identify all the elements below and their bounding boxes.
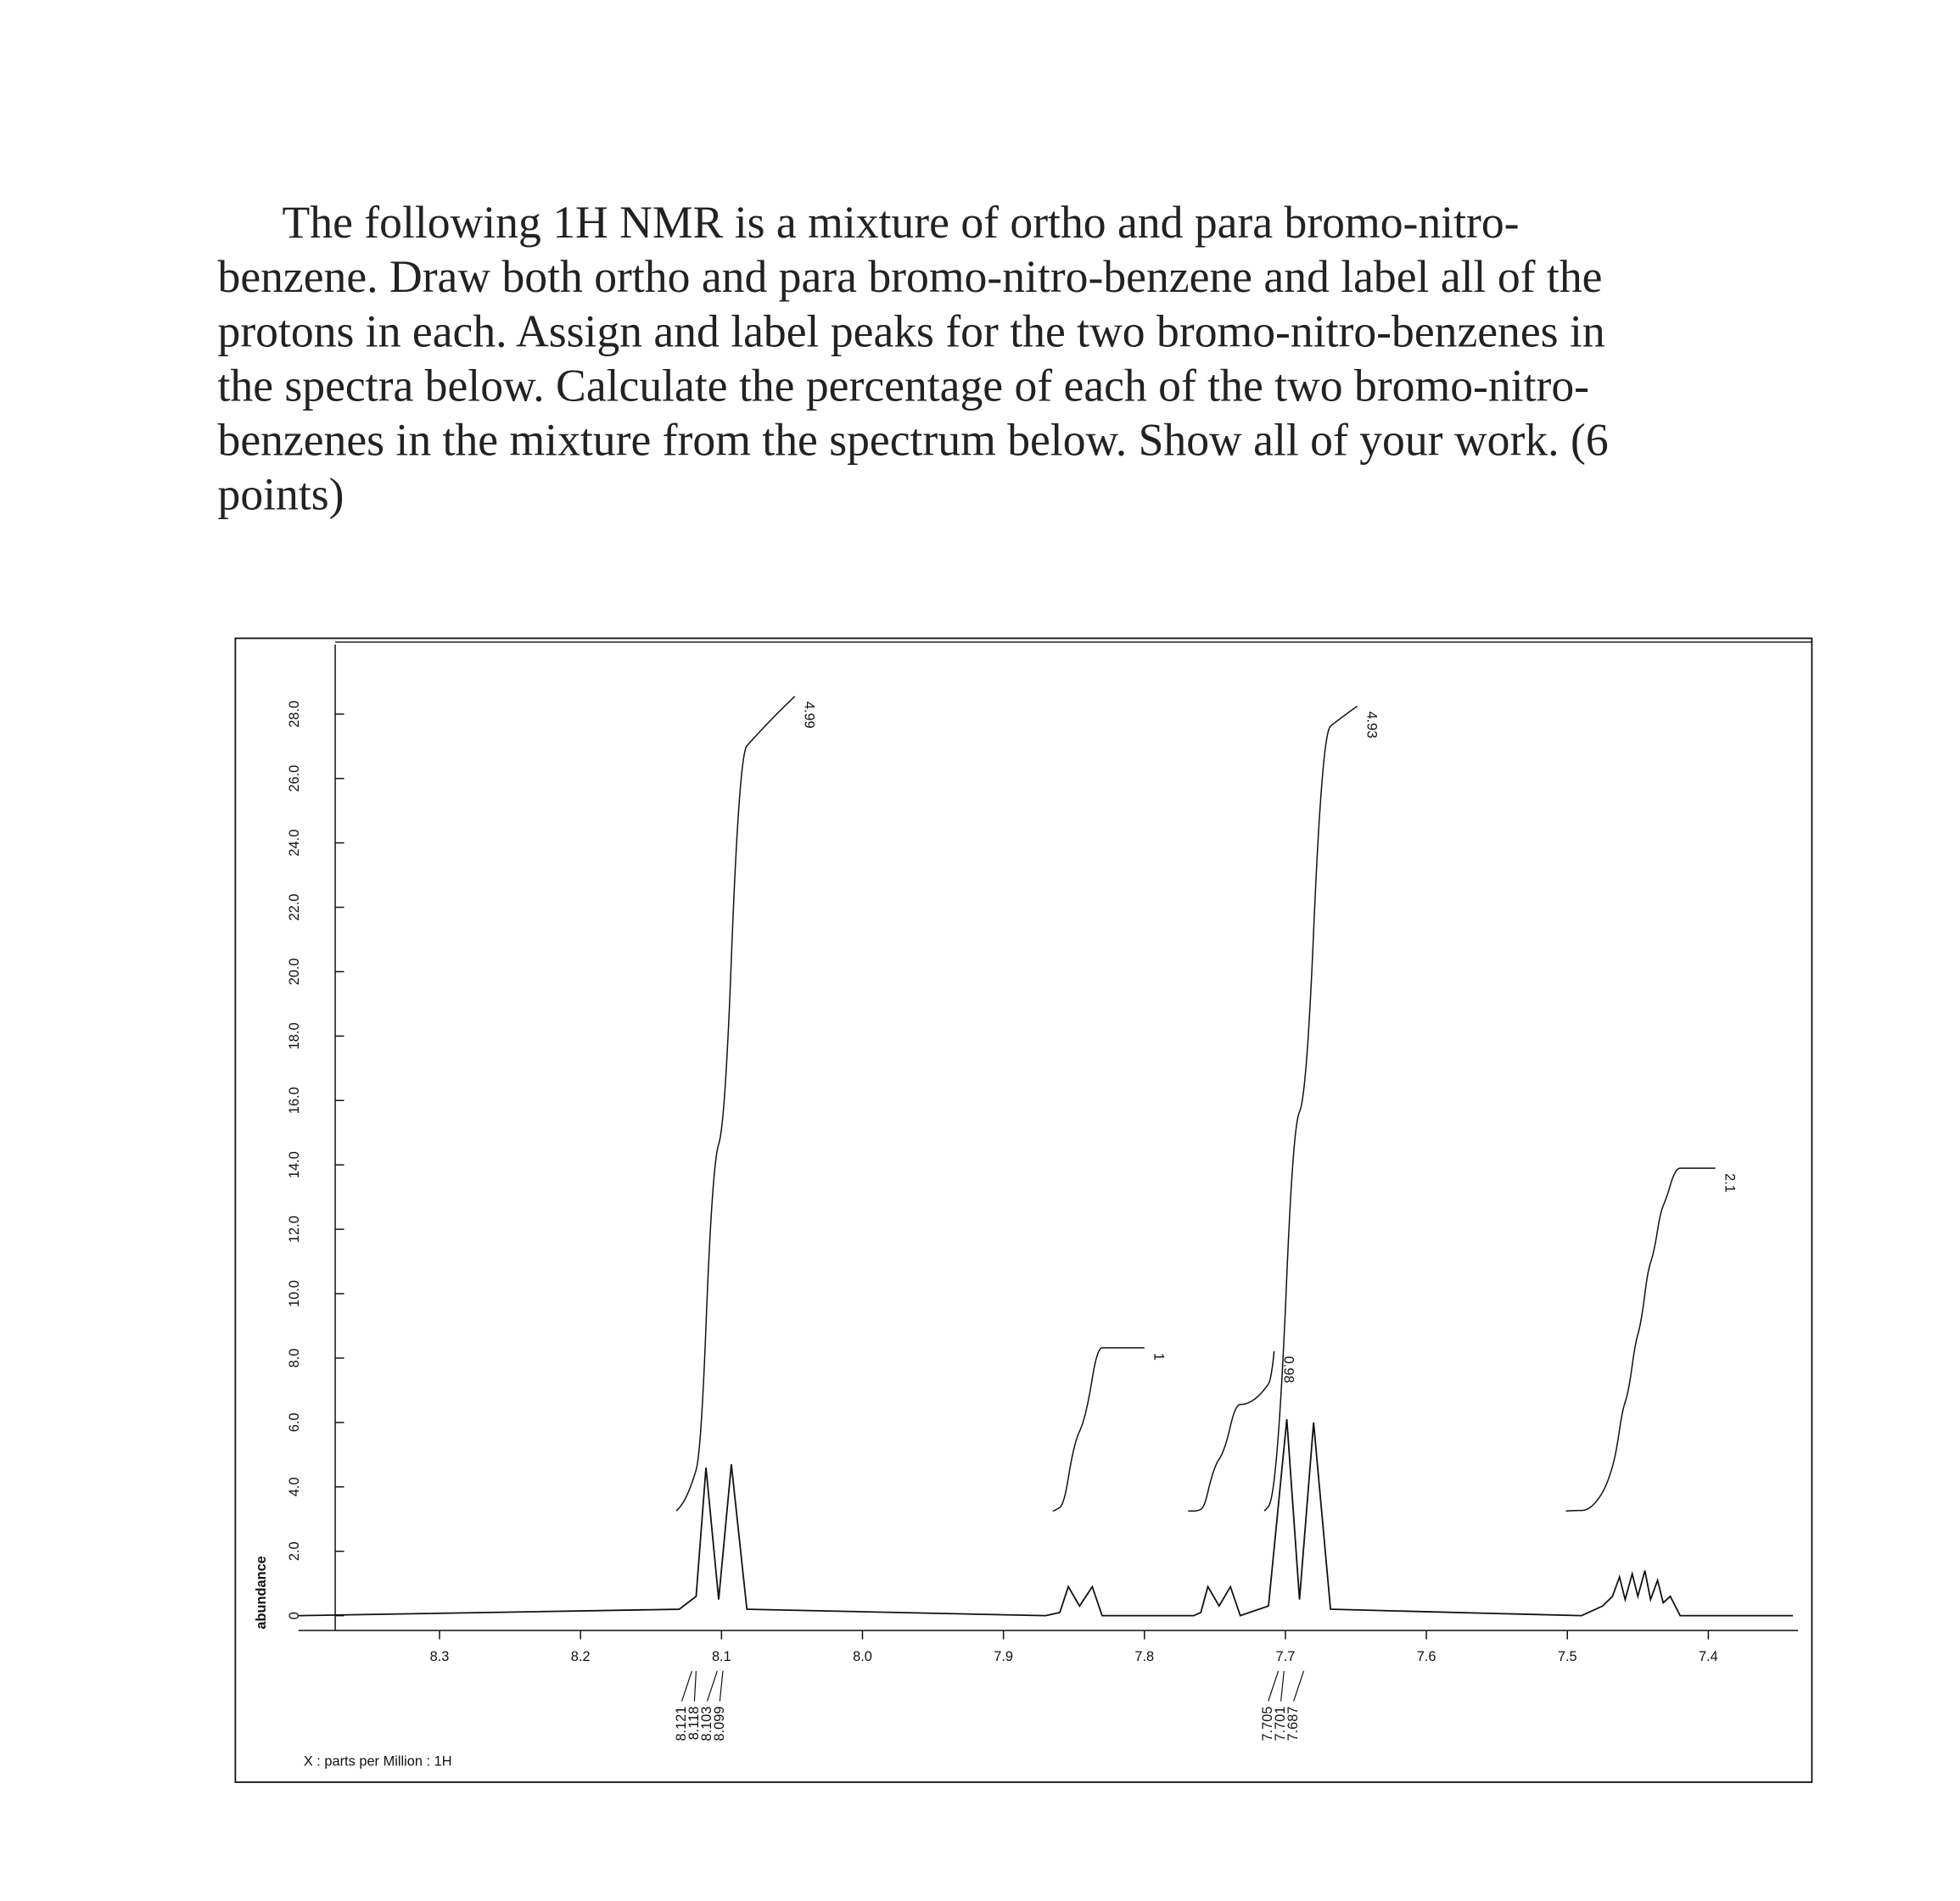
y-tick-label: 2.0 [287, 1541, 302, 1561]
peak-leader [1293, 1670, 1305, 1702]
x-tick-label: 8.0 [853, 1649, 872, 1664]
peak-leader [693, 1670, 697, 1702]
x-axis-label: X : parts per Million : 1H [304, 1754, 452, 1770]
peak-leader [680, 1670, 693, 1702]
x-tick-label: 8.2 [571, 1649, 591, 1664]
x-tick-label: 7.5 [1558, 1649, 1577, 1664]
integral-label: 4.99 [802, 702, 817, 729]
peak-leader [1268, 1670, 1280, 1702]
integral-label: 1 [1151, 1353, 1167, 1361]
question-line: The following 1H NMR is a mixture of ort… [283, 197, 1520, 248]
y-tick-label: 24.0 [287, 830, 302, 857]
peak-label: 8.121 [674, 1707, 689, 1742]
peak-leader [1280, 1670, 1285, 1702]
peak-label: 7.705 [1260, 1707, 1275, 1742]
y-tick-label: 0 [287, 1612, 302, 1619]
peak-label: 8.118 [686, 1707, 702, 1741]
question-line: benzenes in the mixture from the spectru… [218, 414, 1609, 465]
x-tick-label: 8.1 [712, 1649, 731, 1664]
peak-label: 8.103 [699, 1707, 714, 1742]
peak-leader [706, 1670, 718, 1702]
question-line: the spectra below. Calculate the percent… [218, 360, 1590, 411]
peak-leader [719, 1670, 724, 1702]
integral-curve [675, 696, 796, 1512]
spectrum-line [298, 1419, 1794, 1617]
integral-curve [1565, 1167, 1716, 1512]
y-tick-label: 14.0 [287, 1151, 302, 1178]
y-tick-label: 10.0 [287, 1280, 302, 1307]
integral-label: 4.93 [1364, 711, 1380, 738]
integral-label: 2.1 [1722, 1173, 1738, 1193]
y-tick-label: 26.0 [287, 765, 302, 792]
y-tick-label: 18.0 [287, 1022, 302, 1049]
y-tick-label: 28.0 [287, 701, 302, 728]
y-tick-label: 12.0 [287, 1216, 302, 1243]
question-line: benzene. Draw both ortho and para bromo-… [218, 251, 1603, 302]
integral-curve [1052, 1347, 1145, 1512]
x-tick-label: 8.3 [430, 1649, 450, 1664]
y-tick-label: 8.0 [287, 1349, 302, 1368]
integral-curve [1188, 1350, 1275, 1512]
peak-label: 7.687 [1285, 1707, 1301, 1742]
x-tick-label: 7.4 [1699, 1649, 1718, 1664]
chart-frame [234, 637, 1813, 1783]
y-tick-label: 16.0 [287, 1087, 302, 1114]
x-tick-label: 7.7 [1276, 1649, 1296, 1664]
peak-label: 7.701 [1273, 1707, 1288, 1742]
integral-label: 0.98 [1281, 1356, 1296, 1384]
x-tick-label: 7.8 [1134, 1649, 1154, 1664]
peak-label: 8.099 [712, 1707, 727, 1742]
x-tick-label: 7.6 [1417, 1649, 1436, 1664]
y-axis-label: abundance [254, 1556, 269, 1629]
y-tick-label: 4.0 [287, 1477, 302, 1496]
question-line: points) [218, 468, 344, 519]
y-tick-label: 6.0 [287, 1413, 302, 1433]
y-tick-label: 20.0 [287, 959, 302, 986]
question-line: protons in each. Assign and label peaks … [218, 305, 1605, 356]
integral-curve [1263, 705, 1358, 1512]
x-tick-label: 7.9 [994, 1649, 1013, 1664]
y-tick-label: 22.0 [287, 894, 302, 921]
